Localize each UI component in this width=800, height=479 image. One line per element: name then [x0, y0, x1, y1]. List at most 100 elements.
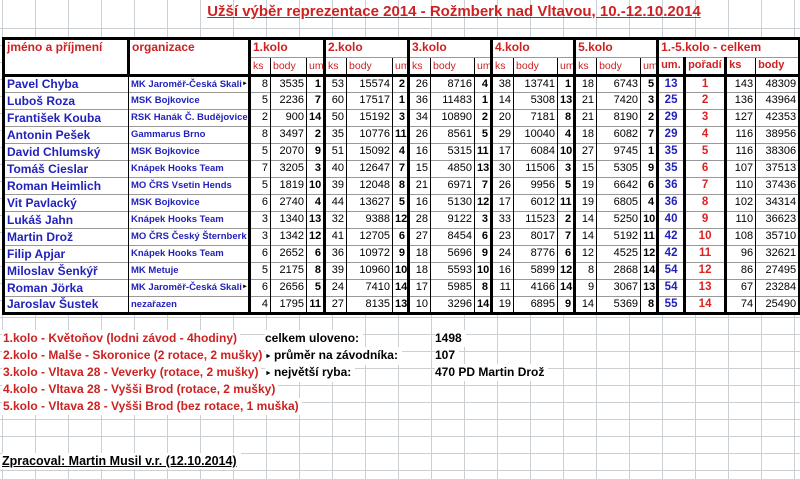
cell-r3-um: 12: [474, 194, 492, 212]
cell-r5-body: 9745: [596, 143, 641, 161]
cell-r2-um: 9: [392, 245, 409, 263]
cell-r3-body: 3296: [430, 296, 475, 314]
cell-total-poradi: 8: [683, 194, 726, 212]
cell-r4-um: 5: [557, 177, 575, 195]
cell-r5-um: 7: [640, 126, 658, 144]
cell-r5-um: 5: [640, 75, 658, 93]
cell-r2-body: 7410: [346, 279, 393, 297]
cell-r4-body: 9956: [513, 177, 558, 195]
note-text: 3.kolo - Vltava 28 - Veverky (rotace, 2 …: [2, 364, 262, 381]
cell-r2-ks: 36: [323, 245, 347, 263]
cell-r5-ks: 27: [573, 143, 597, 161]
header-round-5: 5.kolo: [573, 38, 658, 58]
cell-total-ks: 108: [724, 228, 756, 246]
cell-r3-ks: 27: [407, 228, 431, 246]
summary-label-text: průměr na závodníka:: [273, 348, 398, 362]
cell-r5-um: 11: [640, 228, 658, 246]
cell-r3-body: 6971: [430, 177, 475, 195]
cell-r5-ks: 21: [573, 92, 597, 110]
cell-r4-ks: 20: [490, 109, 514, 127]
cell-total-ks: 102: [724, 194, 756, 212]
cell-r5-body: 5305: [596, 160, 641, 178]
cell-r2-ks: 40: [323, 160, 347, 178]
cell-r1-body: 2656: [270, 279, 307, 297]
cell-r2-um: 3: [392, 109, 409, 127]
cell-total-um: 35: [656, 143, 685, 161]
cell-r2-um: 8: [392, 177, 409, 195]
cell-r1-um: 6: [305, 245, 325, 263]
cell-r5-body: 7420: [596, 92, 641, 110]
cell-organization: Knápek Hooks Team: [128, 245, 250, 263]
cell-r3-ks: 26: [407, 126, 431, 144]
cell-total-um: 36: [656, 177, 685, 195]
table-row: Antonin Pešek Gammarus Brno 8 3497 2 35 10776 1…: [3, 126, 800, 144]
cell-r4-body: 4166: [513, 279, 558, 297]
table-body: Pavel Chyba MK Jaroměř-Česká Skalice ► 8 353…: [3, 75, 800, 314]
table-row: Roman Jörka MK Jaroměř-Česká Skalice ► 6 265…: [3, 279, 800, 297]
cell-r3-um: 9: [474, 245, 492, 263]
cell-r5-body: 4525: [596, 245, 641, 263]
cell-r3-ks: 34: [407, 109, 431, 127]
subheader-total-ks: ks: [724, 57, 756, 77]
cell-r5-body: 5192: [596, 228, 641, 246]
cell-r5-ks: 21: [573, 109, 597, 127]
cell-r4-ks: 11: [490, 279, 514, 297]
cell-total-ks: 127: [724, 109, 756, 127]
cell-organization: MSK Bojkovice: [128, 92, 250, 110]
cell-r2-ks: 51: [323, 143, 347, 161]
cell-r4-um: 8: [557, 109, 575, 127]
cell-r1-um: 3: [305, 160, 325, 178]
cell-r4-um: 10: [557, 143, 575, 161]
subheader-r4-um: um.: [557, 57, 575, 77]
cell-total-body: 42353: [755, 109, 800, 127]
cell-r3-body: 8561: [430, 126, 475, 144]
cell-r3-um: 10: [474, 262, 492, 280]
note-text: 5.kolo - Vltava 28 - Vyšši Brod (bez rot…: [2, 398, 302, 415]
cell-total-um: 40: [656, 211, 685, 229]
cell-competitor-name: Lukáš Jahn: [3, 211, 129, 229]
table-row: Pavel Chyba MK Jaroměř-Česká Skalice ► 8 353…: [3, 75, 800, 93]
summary-value: 470 PD Martin Drož: [435, 364, 549, 381]
header-round-1: 1.kolo: [247, 38, 325, 58]
cell-r3-um: 5: [474, 126, 492, 144]
cell-r1-body: 2652: [270, 245, 307, 263]
cell-r4-ks: 23: [490, 228, 514, 246]
cell-total-body: 37513: [755, 160, 800, 178]
cell-total-poradi: 13: [683, 279, 726, 297]
cell-total-ks: 86: [724, 262, 756, 280]
cell-r5-body: 6642: [596, 177, 641, 195]
cell-r4-body: 6084: [513, 143, 558, 161]
header-total: 1.-5.kolo - celkem: [656, 38, 800, 58]
cell-r5-body: 5369: [596, 296, 641, 314]
cell-r1-body: 3497: [270, 126, 307, 144]
cell-total-body: 38306: [755, 143, 800, 161]
header-org: organizace: [127, 38, 250, 77]
subheader-r5-um: um.: [640, 57, 658, 77]
cell-r1-um: 1: [305, 75, 325, 93]
note-text: 2.kolo - Malše - Skoronice (2 rotace, 2 …: [2, 347, 264, 364]
cell-competitor-name: Roman Jörka: [3, 279, 129, 297]
cell-r3-um: 4: [474, 75, 492, 93]
truncation-marker-icon: ►: [242, 284, 248, 290]
cell-organization: RSK Hanák Č. Budějovice: [128, 109, 250, 127]
cell-r2-ks: 41: [323, 228, 347, 246]
cell-r2-body: 9388: [346, 211, 393, 229]
cell-total-poradi: 3: [683, 109, 726, 127]
cell-r4-body: 7181: [513, 109, 558, 127]
cell-r2-ks: 39: [323, 177, 347, 195]
cell-r5-um: 8: [640, 296, 658, 314]
cell-r5-um: 10: [640, 211, 658, 229]
cell-r2-um: 4: [392, 143, 409, 161]
cell-total-poradi: 12: [683, 262, 726, 280]
cell-r3-um: 8: [474, 279, 492, 297]
cell-r1-body: 1795: [270, 296, 307, 314]
cell-organization: Knápek Hooks Team: [128, 211, 250, 229]
table-row: Martin Drož MO ČRS Český Šternberk 3 1342 12…: [3, 228, 800, 246]
cell-r4-body: 5899: [513, 262, 558, 280]
cell-r2-body: 10972: [346, 245, 393, 263]
cell-organization: nezařazen: [128, 296, 250, 314]
cell-r2-um: 10: [392, 262, 409, 280]
cell-r2-um: 11: [392, 126, 409, 144]
cell-r5-um: 9: [640, 160, 658, 178]
cell-r5-um: 6: [640, 177, 658, 195]
